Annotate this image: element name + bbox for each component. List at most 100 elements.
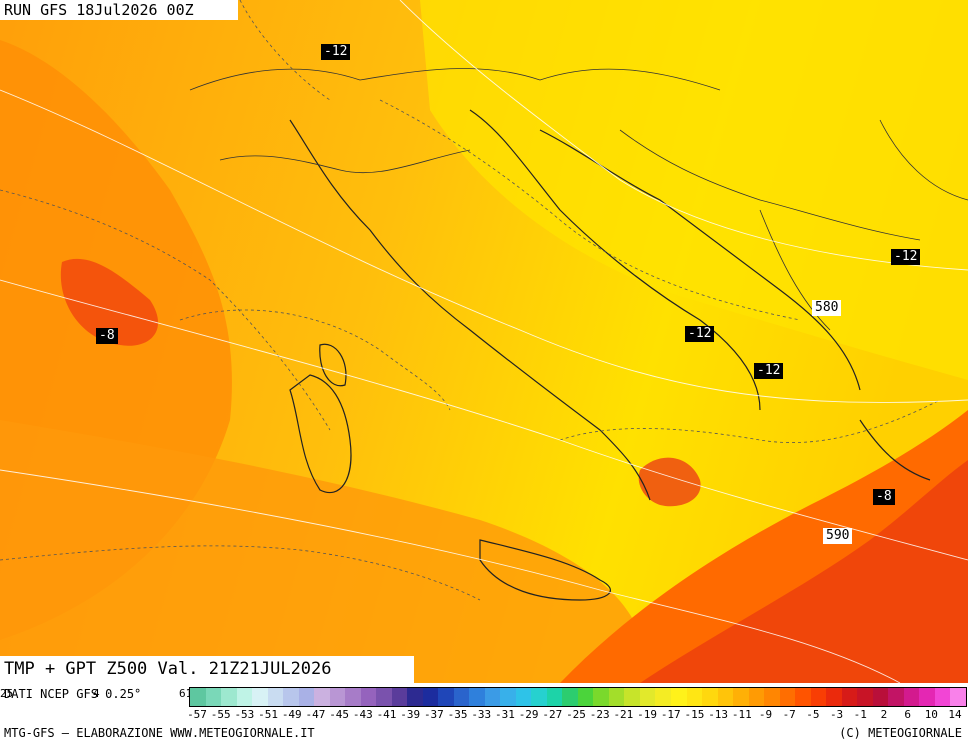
scale-tick-label: -49 — [281, 708, 302, 721]
scale-edge-label: 25 — [0, 687, 14, 700]
color-swatch — [469, 688, 485, 706]
color-swatch — [562, 688, 578, 706]
color-swatch — [950, 688, 966, 706]
color-swatch — [702, 688, 718, 706]
color-swatch — [779, 688, 796, 706]
scale-tick-label: 10 — [924, 708, 938, 721]
scale-tick-label: -19 — [637, 708, 657, 721]
color-swatch — [764, 688, 780, 706]
weather-map — [0, 0, 968, 683]
scale-tick-label: -29 — [518, 708, 539, 721]
color-swatch — [376, 688, 392, 706]
color-swatch — [577, 688, 594, 706]
temp-label: -8 — [873, 489, 895, 505]
color-swatch — [236, 688, 253, 706]
scale-tick-label: -27 — [542, 708, 563, 721]
temp-label: -12 — [754, 363, 784, 379]
run-label: RUN GFS 18Jul2026 00Z — [0, 0, 238, 20]
color-swatch — [500, 688, 516, 706]
scale-tick-label: -37 — [423, 708, 444, 721]
color-swatch — [639, 688, 656, 706]
color-scale-ticks: -57 -55 -53 -51 -49 -47 -45 -43 -41 -39 -37 -35 -33-… — [187, 708, 965, 722]
coastlines — [289, 109, 931, 601]
color-swatch — [484, 688, 501, 706]
color-swatch — [795, 688, 811, 706]
color-swatch — [438, 688, 454, 706]
temp-label: -12 — [891, 249, 921, 265]
scale-tick-label: -39 — [400, 708, 421, 721]
color-swatch — [298, 688, 315, 706]
scale-tick-label: -25 — [566, 708, 586, 721]
scale-tick-label: -33 — [471, 708, 492, 721]
color-swatch — [546, 688, 563, 706]
color-swatch — [717, 688, 734, 706]
color-swatch — [748, 688, 765, 706]
scale-tick-label: -17 — [660, 708, 681, 721]
color-swatch — [810, 688, 827, 706]
color-swatch — [422, 688, 439, 706]
scale-tick-label: -35 — [447, 708, 468, 721]
color-swatch — [314, 688, 330, 706]
scale-tick-label: -41 — [376, 708, 397, 721]
yellow-area-northeast — [420, 0, 968, 380]
scale-tick-label: -57 — [187, 708, 207, 721]
scale-tick-label: -11 — [731, 708, 752, 721]
scale-tick-label: -53 — [234, 708, 255, 721]
geopotential-label: 590 — [823, 528, 853, 544]
color-swatch — [655, 688, 671, 706]
temp-label: -8 — [96, 328, 118, 344]
scale-tick-label: -15 — [684, 708, 705, 721]
scale-tick-label: -13 — [708, 708, 729, 721]
color-swatch — [857, 688, 873, 706]
scale-tick-label: 2 — [880, 708, 888, 721]
color-swatch — [190, 688, 206, 706]
isotherms — [0, 0, 941, 601]
scale-tick-label: -31 — [495, 708, 515, 721]
color-swatch — [593, 688, 609, 706]
scale-tick-label: -9 — [758, 708, 773, 721]
temp-label: -12 — [321, 44, 351, 60]
color-scale-bar — [189, 687, 967, 707]
color-swatch — [391, 688, 408, 706]
geopotential-label: 580 — [812, 300, 842, 316]
geopotential-isolines — [0, 0, 968, 683]
color-swatch — [407, 688, 423, 706]
color-swatch — [841, 688, 858, 706]
color-swatch — [531, 688, 547, 706]
scale-edge-label: 61 — [179, 687, 193, 700]
scale-tick-label: -21 — [613, 708, 634, 721]
scale-tick-label: -43 — [352, 708, 373, 721]
color-swatch — [221, 688, 237, 706]
scale-tick-label: -55 — [210, 708, 231, 721]
validity-label: TMP + GPT Z500 Val. 21Z21JUL2026 — [0, 656, 414, 683]
scale-edge-label: 4 — [93, 687, 100, 700]
color-swatch — [205, 688, 222, 706]
scale-tick-label: 6 — [904, 708, 911, 721]
color-swatch — [252, 688, 268, 706]
color-swatch — [888, 688, 904, 706]
color-swatch — [608, 688, 625, 706]
scale-tick-label: -45 — [329, 708, 350, 721]
color-swatch — [329, 688, 346, 706]
color-swatch — [360, 688, 377, 706]
temp-label: -12 — [685, 326, 715, 342]
scale-tick-label: -3 — [829, 708, 844, 721]
warm-cell-west — [60, 258, 159, 346]
data-source: DATI NCEP GFS 0.25° — [4, 687, 142, 701]
color-swatch — [733, 688, 749, 706]
scale-tick-label: 14 — [948, 708, 962, 721]
footer: 25 4 61 DATI NCEP GFS 0.25° -57 -55 -53 -51… — [0, 683, 968, 745]
color-swatch — [267, 688, 284, 706]
color-swatch — [515, 688, 532, 706]
color-swatch — [670, 688, 687, 706]
calabria-warm-cell — [638, 457, 701, 507]
scale-tick-label: -23 — [589, 708, 610, 721]
scale-tick-label: -7 — [782, 708, 796, 721]
color-swatch — [345, 688, 361, 706]
credit-right: (C) METEOGIORNALE — [839, 726, 962, 740]
color-swatch — [872, 688, 889, 706]
hottest-area-southeast — [640, 460, 968, 683]
scale-tick-label: -47 — [305, 708, 326, 721]
warm-area-south — [0, 420, 644, 683]
color-swatch — [686, 688, 703, 706]
